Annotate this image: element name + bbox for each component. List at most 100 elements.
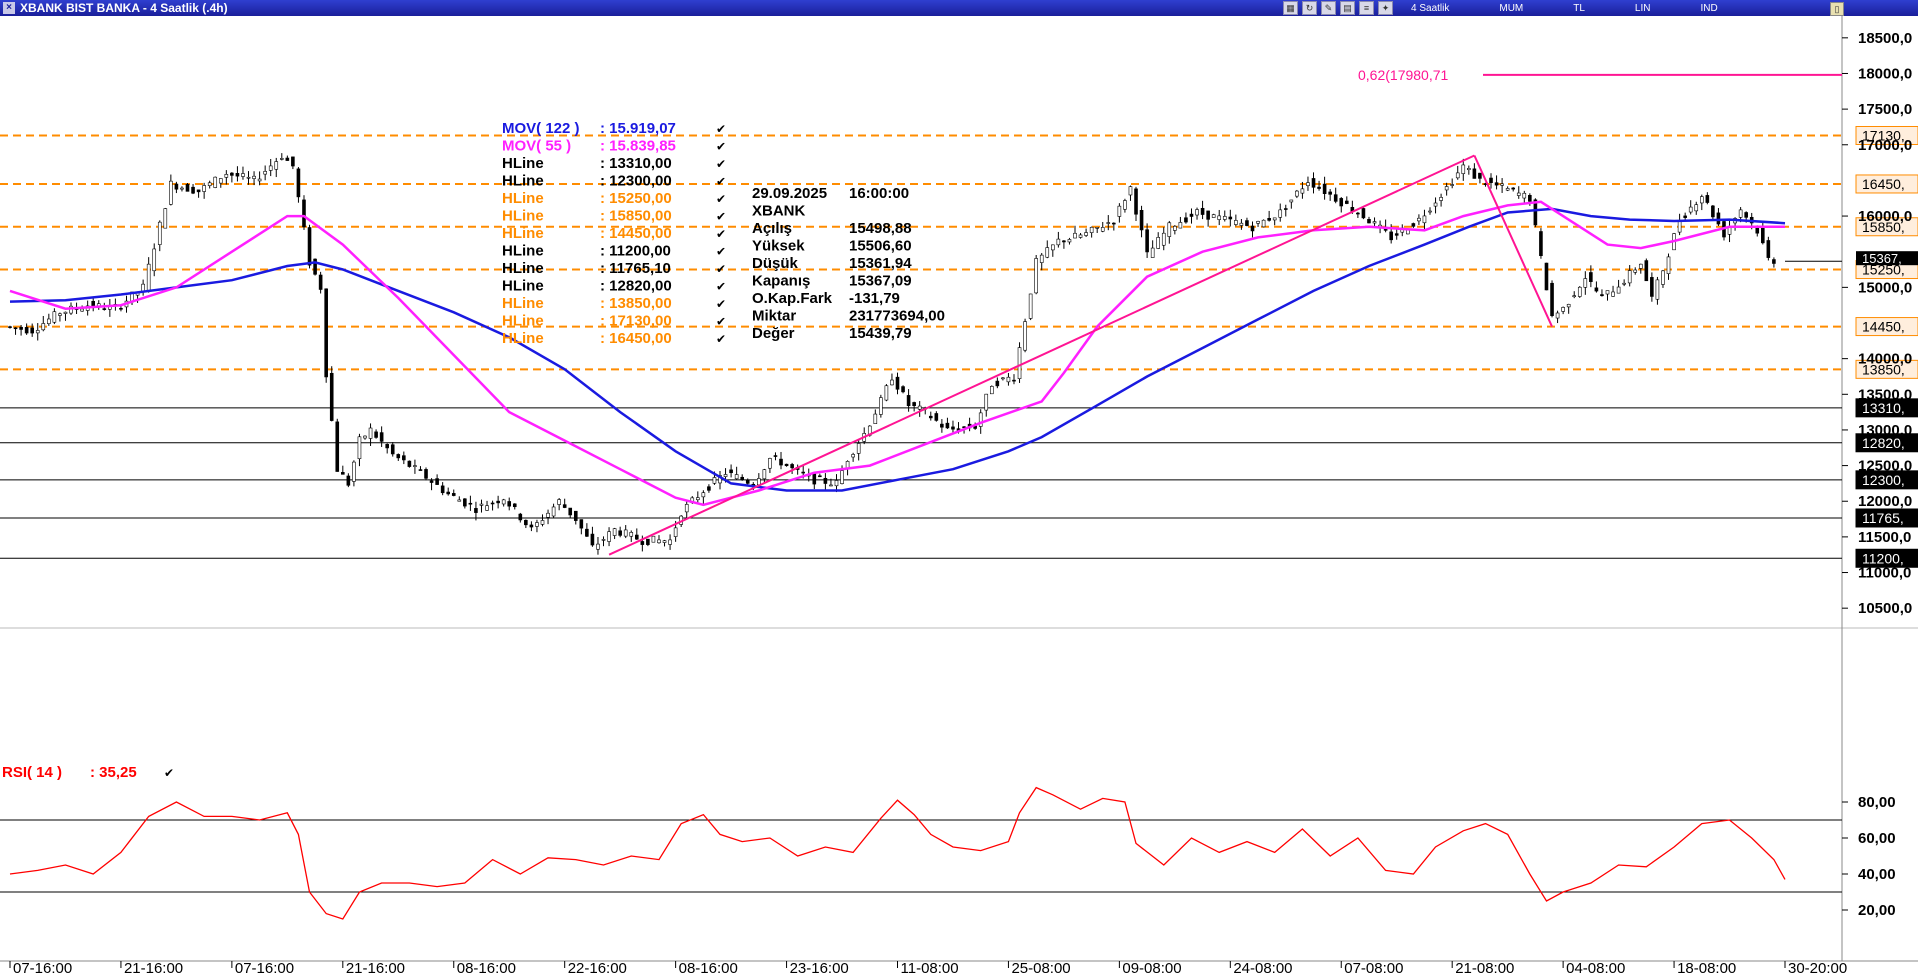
candle-body [1406, 229, 1410, 235]
candle-body [634, 534, 639, 540]
legend-label: HLine [502, 295, 544, 312]
legend-label: HLine [502, 155, 544, 172]
candle-body [1644, 260, 1649, 282]
candle-body [684, 504, 689, 513]
candle-body [213, 176, 218, 188]
candle-body [1505, 188, 1510, 191]
hline-tag-17130 [1855, 125, 1918, 145]
ma55-line[interactable] [9, 200, 1785, 507]
toolbar-drawing-icon[interactable]: ✎ [1321, 1, 1336, 15]
candle-body [1023, 321, 1027, 351]
candle-body [479, 503, 484, 506]
candle-body [1533, 199, 1538, 226]
legend-label: HLine [502, 278, 544, 295]
candle-body [368, 427, 373, 439]
candle-body [35, 330, 40, 334]
candle-body [940, 423, 944, 428]
candle-body [512, 503, 517, 508]
close-icon[interactable]: × [3, 2, 15, 14]
toolbar-tools-icon[interactable]: ✦ [1378, 1, 1393, 15]
candle-body [1062, 240, 1066, 243]
trendline-0[interactable] [608, 154, 1475, 556]
trendline-1[interactable] [1473, 155, 1553, 328]
ma122-line[interactable] [9, 207, 1786, 492]
candle-body [995, 380, 1000, 387]
hline-tag-label: 11200, [1862, 550, 1904, 566]
candle-body [63, 311, 68, 314]
candle-body [801, 471, 806, 474]
restore-window-icon[interactable]: ▯ [1830, 2, 1844, 16]
hline-tag-label: 13310, [1862, 400, 1905, 416]
candle-body [41, 323, 46, 331]
price-chart[interactable]: 17130, 16450, 15850, 15250, 14450, 13850, 1331… [0, 16, 1918, 977]
candle-body [945, 422, 950, 429]
hline-tag-14450 [1855, 317, 1918, 337]
candle-body [396, 454, 401, 459]
candle-body [762, 469, 767, 480]
candle-body [1189, 213, 1194, 217]
time-tick-label: 21-16:00 [346, 960, 405, 977]
candle-body [978, 412, 983, 427]
hline-tag-label: 15850, [1862, 219, 1905, 235]
rsi-line[interactable] [9, 786, 1786, 920]
price-tick-label: 12500,0 [1858, 458, 1912, 475]
toolbar-list-icon[interactable]: ≡ [1359, 1, 1374, 15]
price-tick-label: 11000,0 [1858, 565, 1911, 582]
candle-body [268, 165, 273, 171]
candle-body [230, 172, 234, 176]
candle-body [1516, 192, 1521, 196]
legend-check-icon: ✔ [716, 122, 726, 136]
candle-body [1666, 256, 1671, 274]
candle-body [779, 458, 783, 466]
candle-body [1222, 216, 1227, 220]
legend-check-icon: ✔ [716, 140, 726, 154]
candle-body [1716, 212, 1721, 225]
legend-label: HLine [502, 330, 544, 347]
legend-check-icon: ✔ [716, 157, 726, 171]
candle-body [1544, 262, 1549, 291]
candle-body [673, 527, 678, 537]
indicator-selector[interactable]: IND [1700, 2, 1718, 14]
legend-label: HLine [502, 260, 544, 277]
candle-body [252, 175, 256, 179]
currency-selector[interactable]: TL [1573, 2, 1585, 14]
toolbar-grid-icon[interactable]: ▤ [1340, 1, 1355, 15]
candle-body [52, 311, 57, 323]
chart-style-selector[interactable]: MUM [1499, 2, 1524, 14]
time-tick-label: 22-16:00 [568, 960, 627, 977]
time-tick-label: 25-08:00 [1011, 960, 1070, 977]
candle-body [1100, 227, 1105, 232]
candle-body [1067, 239, 1072, 243]
candle-body [413, 465, 417, 467]
candle-body [1272, 217, 1277, 221]
candle-body [1073, 232, 1077, 239]
candle-body [1650, 277, 1654, 297]
candle-body [1394, 233, 1399, 236]
toolbar-palette-icon[interactable]: ▦ [1283, 1, 1298, 15]
timeframe-selector[interactable]: 4 Saatlik [1411, 2, 1450, 14]
candle-body [8, 326, 12, 328]
scale-selector[interactable]: LIN [1634, 2, 1651, 14]
candle-body [1627, 270, 1632, 284]
info-key: Kapanış [752, 273, 810, 290]
candle-body [1128, 186, 1133, 196]
info-key: 29.09.2025 [752, 185, 827, 202]
candle-body [590, 533, 595, 546]
candle-body [712, 477, 717, 484]
time-tick-label: 07-16:00 [235, 960, 294, 977]
candle-body [146, 263, 151, 291]
candle-body [1761, 226, 1765, 244]
candle-body [1766, 240, 1771, 258]
candle-body [740, 476, 744, 480]
candle-body [524, 519, 528, 526]
rsi-title: RSI( 14 ) [2, 764, 62, 781]
time-tick-label: 04-08:00 [1566, 960, 1625, 977]
toolbar-refresh-icon[interactable]: ↻ [1302, 1, 1317, 15]
candle-body [1056, 238, 1061, 246]
candle-body [1772, 259, 1776, 264]
candle-body [507, 501, 512, 507]
candle-body [1433, 202, 1438, 207]
hline-tag-13850 [1855, 359, 1918, 379]
candle-body [562, 504, 567, 508]
candle-body [1139, 210, 1144, 231]
